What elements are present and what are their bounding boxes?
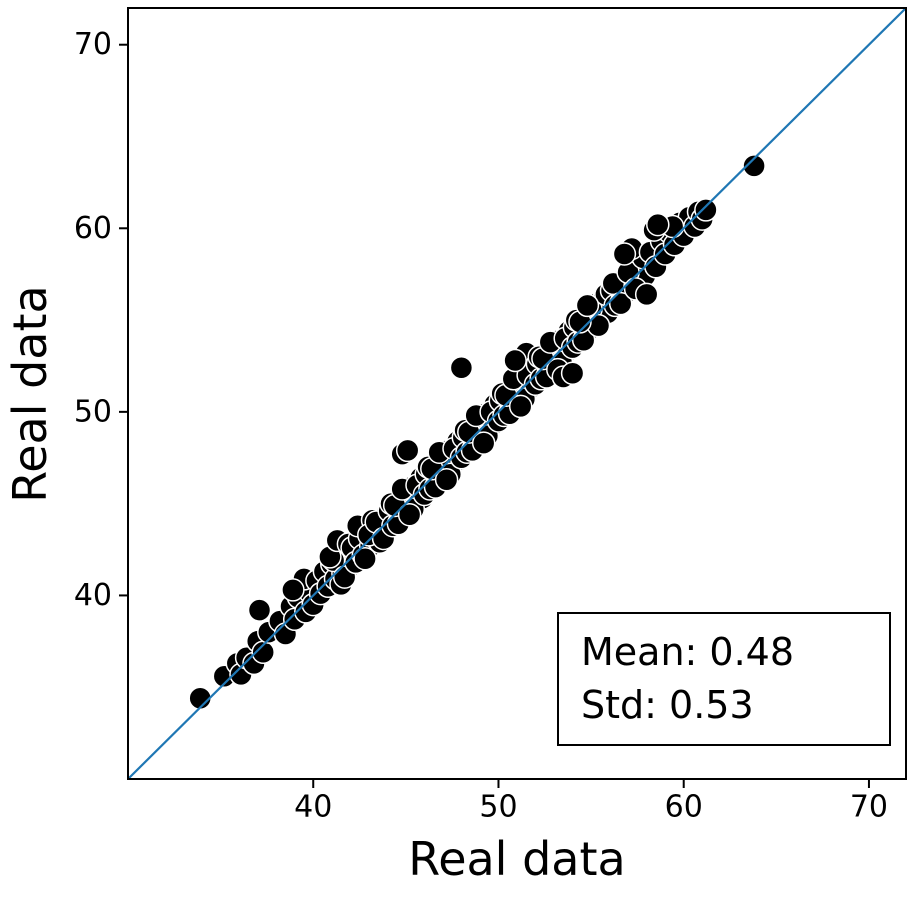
y-tick-label: 50: [74, 394, 112, 429]
scatter-point: [503, 348, 527, 373]
identity-line: [127, 7, 907, 780]
scatter-point: [742, 154, 766, 178]
axis-ticks-layer: 40 50 60 70 40 50 60 70: [74, 27, 888, 824]
scatter-point: [608, 291, 633, 316]
x-axis-label: Real data: [408, 832, 626, 886]
scatter-point: [188, 686, 212, 710]
axes-spines: [127, 7, 907, 780]
x-tick-label: 50: [479, 790, 517, 825]
identity-line-layer: [127, 7, 907, 780]
scatter-point: [471, 431, 496, 455]
scatter-point: [612, 242, 637, 266]
scatter-point: [281, 578, 305, 602]
scatter-point: [694, 198, 718, 222]
x-tick-label: 70: [850, 790, 888, 825]
scatter-point: [434, 468, 459, 492]
stats-std-text: Std: 0.53: [581, 683, 754, 728]
scatter-point: [634, 282, 659, 307]
scatter-point: [575, 293, 600, 318]
scatter-point: [397, 502, 422, 527]
stats-annotation-box: Mean: 0.48 Std: 0.53: [557, 612, 891, 746]
scatter-point: [449, 356, 474, 380]
scatter-point: [247, 598, 272, 622]
scatter-point: [560, 361, 585, 386]
scatter-points-layer: [188, 154, 766, 710]
y-tick-label: 60: [74, 211, 112, 246]
y-tick-label: 40: [74, 578, 112, 613]
y-axis-label: Real data: [3, 285, 57, 503]
scatter-point: [395, 438, 420, 463]
y-tick-label: 70: [74, 27, 112, 62]
scatter-point: [353, 546, 377, 571]
x-tick-label: 60: [665, 790, 703, 825]
stats-mean-text: Mean: 0.48: [581, 630, 795, 674]
scatter-point: [646, 212, 670, 237]
x-tick-label: 40: [294, 790, 332, 825]
scatter-point: [508, 394, 533, 419]
